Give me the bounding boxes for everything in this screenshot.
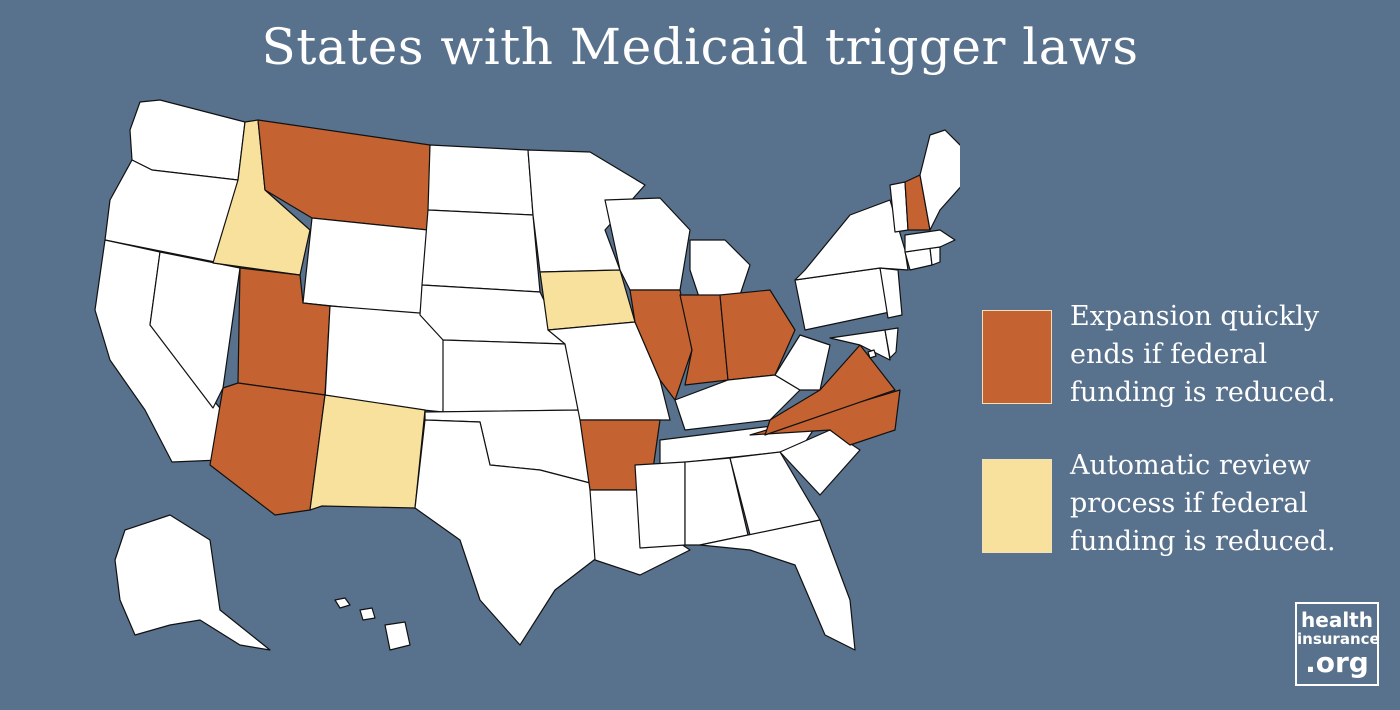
state-south-carolina [779,429,861,496]
page-title: States with Medicaid trigger laws [261,18,1139,76]
state-mississippi [634,461,686,549]
state-ohio [719,289,796,381]
legend-label-automatic-review: Automatic review process if federal fund… [1070,450,1336,557]
state-virginia [764,344,896,436]
state-arizona [209,382,326,516]
state-massachusetts [904,229,956,253]
state-hawaii [334,597,411,651]
state-district-of-columbia [867,349,877,359]
state-west-virginia [774,334,831,391]
state-delaware [884,327,899,359]
legend-swatch-automatic-review [982,459,1052,553]
state-south-dakota [421,209,541,293]
state-alaska [114,514,271,651]
state-iowa [539,269,636,331]
legend-label-expansion-ends: Expansion quickly ends if federal fundin… [1070,301,1336,408]
state-north-dakota [427,144,534,216]
state-kansas [442,339,581,413]
state-maine [919,129,960,231]
state-new-mexico [309,394,426,511]
state-michigan [689,239,751,301]
state-new-york [794,199,909,281]
us-map [94,99,960,651]
state-texas [414,419,621,646]
state-rhode-island [929,246,941,266]
legend-swatch-expansion-ends [982,310,1052,404]
state-wyoming [302,217,429,316]
state-florida [699,519,856,651]
state-indiana [679,294,729,386]
healthinsurance-logo: health insurance .org [1295,602,1380,686]
state-minnesota [527,149,646,273]
